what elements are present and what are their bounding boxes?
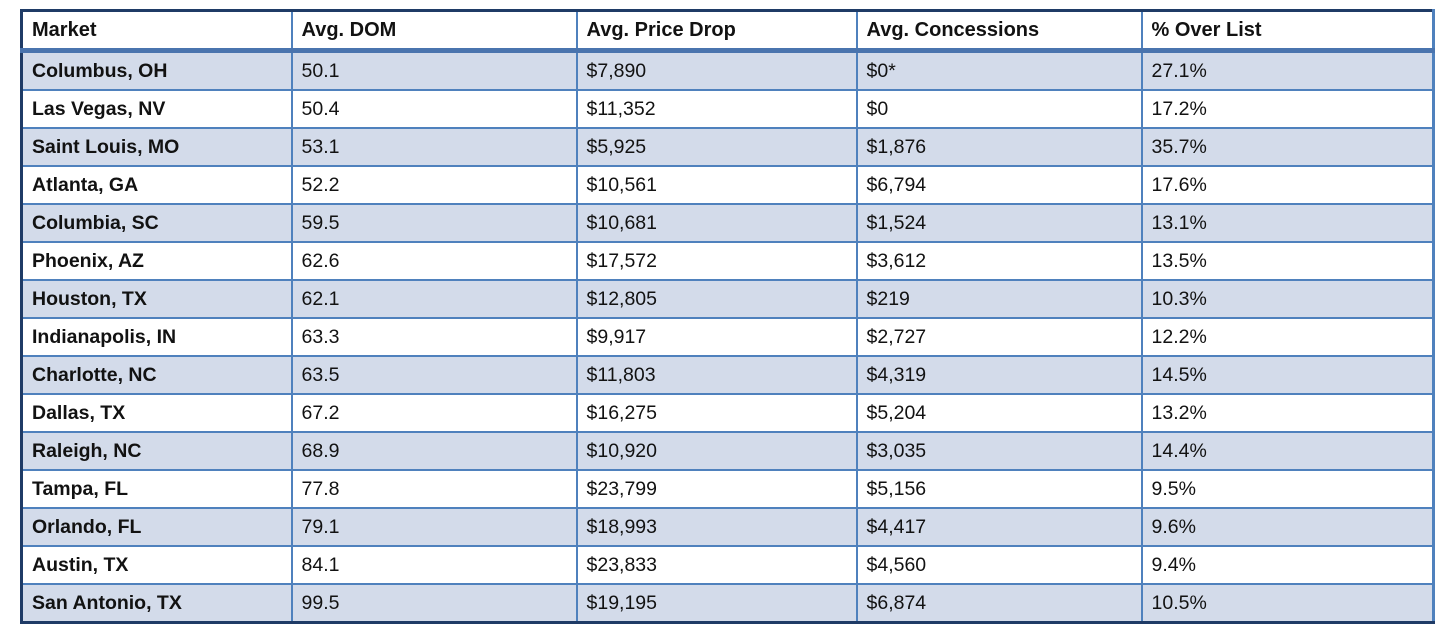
pct-over-list-cell: 17.6%: [1140, 165, 1435, 205]
avg-concessions-cell: $2,727: [855, 317, 1143, 357]
avg-dom-cell: 52.2: [290, 165, 578, 205]
pct-over-list-cell: 27.1%: [1140, 49, 1435, 91]
table-row: San Antonio, TX 99.5 $19,195 $6,874 10.5%: [20, 583, 1435, 624]
avg-price-drop-cell: $12,805: [575, 279, 858, 319]
avg-dom-cell: 77.8: [290, 469, 578, 509]
avg-dom-cell: 84.1: [290, 545, 578, 585]
table-row: Columbia, SC 59.5 $10,681 $1,524 13.1%: [20, 203, 1435, 243]
avg-dom-cell: 67.2: [290, 393, 578, 433]
market-cell: Raleigh, NC: [20, 431, 293, 471]
table-row: Raleigh, NC 68.9 $10,920 $3,035 14.4%: [20, 431, 1435, 471]
avg-concessions-cell: $0*: [855, 49, 1143, 91]
avg-dom-cell: 59.5: [290, 203, 578, 243]
table-row: Dallas, TX 67.2 $16,275 $5,204 13.2%: [20, 393, 1435, 433]
avg-concessions-cell: $1,524: [855, 203, 1143, 243]
pct-over-list-cell: 14.5%: [1140, 355, 1435, 395]
avg-concessions-cell: $3,035: [855, 431, 1143, 471]
table-row: Orlando, FL 79.1 $18,993 $4,417 9.6%: [20, 507, 1435, 547]
avg-price-drop-cell: $23,833: [575, 545, 858, 585]
avg-concessions-cell: $4,417: [855, 507, 1143, 547]
header-row: Market Avg. DOM Avg. Price Drop Avg. Con…: [20, 9, 1435, 53]
pct-over-list-cell: 9.6%: [1140, 507, 1435, 547]
market-cell: Indianapolis, IN: [20, 317, 293, 357]
pct-over-list-cell: 13.5%: [1140, 241, 1435, 281]
avg-dom-cell: 99.5: [290, 583, 578, 624]
avg-dom-cell: 68.9: [290, 431, 578, 471]
avg-dom-cell: 62.6: [290, 241, 578, 281]
pct-over-list-cell: 13.2%: [1140, 393, 1435, 433]
market-cell: Charlotte, NC: [20, 355, 293, 395]
table-row: Columbus, OH 50.1 $7,890 $0* 27.1%: [20, 49, 1435, 91]
avg-price-drop-cell: $7,890: [575, 49, 858, 91]
market-cell: Tampa, FL: [20, 469, 293, 509]
pct-over-list-cell: 9.4%: [1140, 545, 1435, 585]
avg-concessions-cell: $4,560: [855, 545, 1143, 585]
table-row: Houston, TX 62.1 $12,805 $219 10.3%: [20, 279, 1435, 319]
avg-price-drop-cell: $11,803: [575, 355, 858, 395]
avg-price-drop-cell: $16,275: [575, 393, 858, 433]
avg-concessions-cell: $219: [855, 279, 1143, 319]
pct-over-list-cell: 10.3%: [1140, 279, 1435, 319]
avg-price-drop-cell: $10,561: [575, 165, 858, 205]
avg-price-drop-cell: $11,352: [575, 89, 858, 129]
pct-over-list-cell: 10.5%: [1140, 583, 1435, 624]
market-cell: Phoenix, AZ: [20, 241, 293, 281]
avg-price-drop-cell: $23,799: [575, 469, 858, 509]
pct-over-list-cell: 35.7%: [1140, 127, 1435, 167]
table-body: Columbus, OH 50.1 $7,890 $0* 27.1% Las Vegas,…: [20, 49, 1435, 624]
table-row: Atlanta, GA 52.2 $10,561 $6,794 17.6%: [20, 165, 1435, 205]
avg-dom-cell: 63.3: [290, 317, 578, 357]
pct-over-list-cell: 12.2%: [1140, 317, 1435, 357]
avg-dom-cell: 63.5: [290, 355, 578, 395]
table-row: Indianapolis, IN 63.3 $9,917 $2,727 12.2%: [20, 317, 1435, 357]
market-cell: Dallas, TX: [20, 393, 293, 433]
avg-concessions-cell: $0: [855, 89, 1143, 129]
pct-over-list-cell: 17.2%: [1140, 89, 1435, 129]
market-cell: Las Vegas, NV: [20, 89, 293, 129]
table-row: Austin, TX 84.1 $23,833 $4,560 9.4%: [20, 545, 1435, 585]
column-header-avg-concessions: Avg. Concessions: [855, 9, 1143, 53]
avg-concessions-cell: $6,874: [855, 583, 1143, 624]
market-cell: Saint Louis, MO: [20, 127, 293, 167]
market-cell: Austin, TX: [20, 545, 293, 585]
avg-dom-cell: 50.4: [290, 89, 578, 129]
avg-dom-cell: 50.1: [290, 49, 578, 91]
avg-price-drop-cell: $19,195: [575, 583, 858, 624]
avg-concessions-cell: $5,156: [855, 469, 1143, 509]
avg-concessions-cell: $4,319: [855, 355, 1143, 395]
column-header-pct-over-list: % Over List: [1140, 9, 1435, 53]
market-cell: Atlanta, GA: [20, 165, 293, 205]
column-header-market: Market: [20, 9, 293, 53]
avg-price-drop-cell: $5,925: [575, 127, 858, 167]
table-row: Phoenix, AZ 62.6 $17,572 $3,612 13.5%: [20, 241, 1435, 281]
avg-price-drop-cell: $18,993: [575, 507, 858, 547]
table-row: Las Vegas, NV 50.4 $11,352 $0 17.2%: [20, 89, 1435, 129]
table-row: Tampa, FL 77.8 $23,799 $5,156 9.5%: [20, 469, 1435, 509]
market-stats-table: Market Avg. DOM Avg. Price Drop Avg. Con…: [20, 9, 1435, 624]
column-header-avg-dom: Avg. DOM: [290, 9, 578, 53]
market-cell: Columbus, OH: [20, 49, 293, 91]
avg-concessions-cell: $5,204: [855, 393, 1143, 433]
market-cell: Orlando, FL: [20, 507, 293, 547]
avg-concessions-cell: $1,876: [855, 127, 1143, 167]
pct-over-list-cell: 14.4%: [1140, 431, 1435, 471]
pct-over-list-cell: 9.5%: [1140, 469, 1435, 509]
market-cell: Houston, TX: [20, 279, 293, 319]
avg-dom-cell: 53.1: [290, 127, 578, 167]
market-cell: San Antonio, TX: [20, 583, 293, 624]
pct-over-list-cell: 13.1%: [1140, 203, 1435, 243]
table-row: Saint Louis, MO 53.1 $5,925 $1,876 35.7%: [20, 127, 1435, 167]
column-header-avg-price-drop: Avg. Price Drop: [575, 9, 858, 53]
table-row: Charlotte, NC 63.5 $11,803 $4,319 14.5%: [20, 355, 1435, 395]
avg-price-drop-cell: $9,917: [575, 317, 858, 357]
avg-concessions-cell: $6,794: [855, 165, 1143, 205]
avg-dom-cell: 62.1: [290, 279, 578, 319]
market-cell: Columbia, SC: [20, 203, 293, 243]
avg-price-drop-cell: $10,681: [575, 203, 858, 243]
avg-price-drop-cell: $17,572: [575, 241, 858, 281]
avg-price-drop-cell: $10,920: [575, 431, 858, 471]
avg-concessions-cell: $3,612: [855, 241, 1143, 281]
avg-dom-cell: 79.1: [290, 507, 578, 547]
